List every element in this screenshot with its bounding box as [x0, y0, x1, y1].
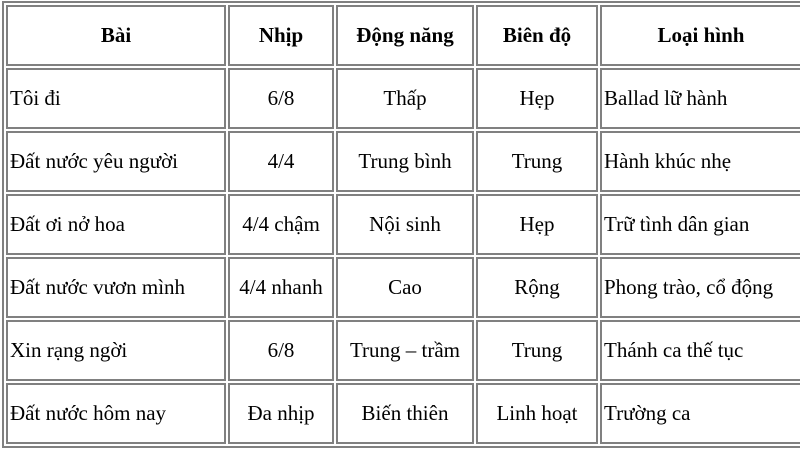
cell-song: Đất nước vươn mình: [6, 257, 226, 318]
cell-range: Hẹp: [476, 194, 598, 255]
cell-dynamics: Trung – trầm: [336, 320, 474, 381]
header-row: Bài Nhịp Động năng Biên độ Loại hình: [6, 5, 800, 66]
cell-dynamics: Trung bình: [336, 131, 474, 192]
cell-range: Rộng: [476, 257, 598, 318]
table-row: Xin rạng ngời 6/8 Trung – trầm Trung Thánh c…: [6, 320, 800, 381]
header-song: Bài: [6, 5, 226, 66]
cell-genre: Trường ca: [600, 383, 800, 444]
cell-meter: 4/4 nhanh: [228, 257, 334, 318]
cell-meter: Đa nhịp: [228, 383, 334, 444]
cell-meter: 4/4: [228, 131, 334, 192]
cell-song: Đất nước hôm nay: [6, 383, 226, 444]
header-genre: Loại hình: [600, 5, 800, 66]
cell-meter: 6/8: [228, 68, 334, 129]
table-row: Đất nước yêu người 4/4 Trung bình Trung Hành…: [6, 131, 800, 192]
header-meter: Nhịp: [228, 5, 334, 66]
table-row: Đất nước hôm nay Đa nhịp Biến thiên Linh ho…: [6, 383, 800, 444]
cell-range: Hẹp: [476, 68, 598, 129]
header-range: Biên độ: [476, 5, 598, 66]
cell-genre: Thánh ca thế tục: [600, 320, 800, 381]
header-dynamics: Động năng: [336, 5, 474, 66]
cell-song: Đất ơi nở hoa: [6, 194, 226, 255]
cell-dynamics: Thấp: [336, 68, 474, 129]
table-row: Đất ơi nở hoa 4/4 chậm Nội sinh Hẹp Trữ tình…: [6, 194, 800, 255]
cell-song: Đất nước yêu người: [6, 131, 226, 192]
table-row: Tôi đi 6/8 Thấp Hẹp Ballad lữ hành: [6, 68, 800, 129]
cell-song: Xin rạng ngời: [6, 320, 226, 381]
cell-range: Trung: [476, 131, 598, 192]
table-row: Đất nước vươn mình 4/4 nhanh Cao Rộng Phong …: [6, 257, 800, 318]
songs-table: Bài Nhịp Động năng Biên độ Loại hình Tôi…: [2, 1, 800, 448]
cell-genre: Ballad lữ hành: [600, 68, 800, 129]
cell-dynamics: Biến thiên: [336, 383, 474, 444]
cell-range: Trung: [476, 320, 598, 381]
cell-meter: 6/8: [228, 320, 334, 381]
cell-meter: 4/4 chậm: [228, 194, 334, 255]
cell-genre: Phong trào, cổ động: [600, 257, 800, 318]
cell-dynamics: Nội sinh: [336, 194, 474, 255]
cell-genre: Hành khúc nhẹ: [600, 131, 800, 192]
cell-dynamics: Cao: [336, 257, 474, 318]
cell-range: Linh hoạt: [476, 383, 598, 444]
cell-song: Tôi đi: [6, 68, 226, 129]
cell-genre: Trữ tình dân gian: [600, 194, 800, 255]
